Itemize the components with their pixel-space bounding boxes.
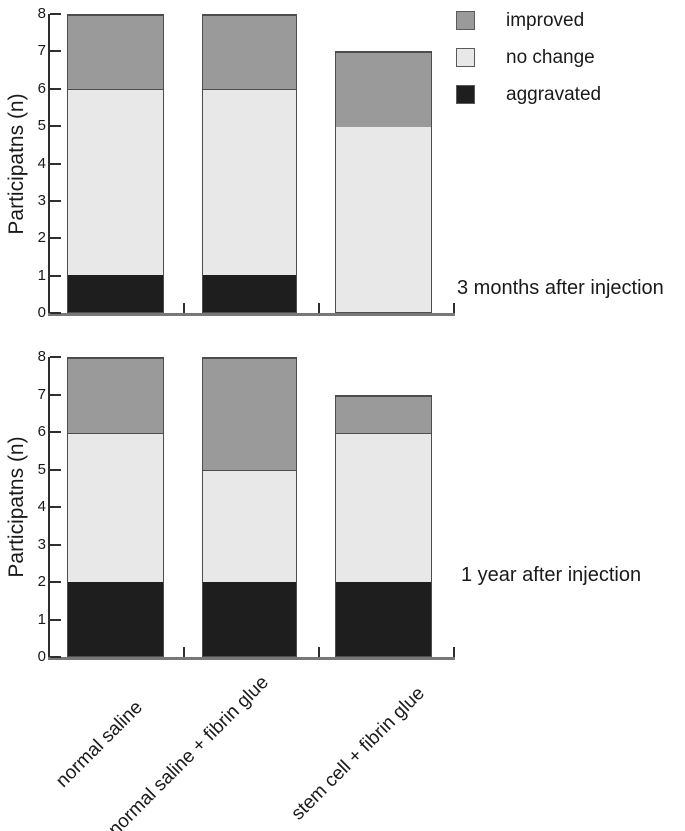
bar-segment-aggravated xyxy=(336,581,431,656)
y-tick-label: 2 xyxy=(37,229,46,247)
y-tick-label: 0 xyxy=(37,304,46,321)
y-tick xyxy=(50,506,61,508)
y-tick xyxy=(50,656,61,658)
panel-annotation-3-months: 3 months after injection xyxy=(457,277,664,299)
y-tick-label: 7 xyxy=(37,42,46,60)
bar-segment-improved xyxy=(336,52,431,127)
y-tick xyxy=(50,393,61,396)
bar-segment-no-change xyxy=(68,432,163,582)
bar-normal-saline xyxy=(67,14,164,313)
bar-segment-no-change xyxy=(68,89,163,275)
bar-segment-improved xyxy=(203,15,296,90)
x-tick xyxy=(453,303,455,313)
legend-label-improved: improved xyxy=(506,9,585,31)
x-tick xyxy=(453,647,455,657)
y-tick-label: 6 xyxy=(37,79,46,97)
x-tick xyxy=(318,303,320,313)
legend-item-aggravated: aggravated xyxy=(456,76,601,113)
bar-segment-improved xyxy=(203,358,296,470)
y-tick-label: 4 xyxy=(37,154,46,172)
y-tick xyxy=(50,162,61,165)
bar-normal-saline xyxy=(67,357,164,657)
y-tick-label: 5 xyxy=(37,460,46,478)
x-tick xyxy=(183,303,185,313)
legend-item-no-change: no change xyxy=(456,39,601,76)
x-category-label-normal-saline: normal saline xyxy=(52,697,147,792)
y-tick xyxy=(50,199,61,202)
legend-swatch-no-change xyxy=(456,48,475,67)
y-tick-label: 1 xyxy=(37,266,46,284)
y-tick-label: 0 xyxy=(37,648,46,665)
bar-segment-aggravated xyxy=(68,581,163,656)
legend-swatch-aggravated xyxy=(456,85,475,104)
bar-stem-cell-fibrin-glue xyxy=(335,394,432,657)
bar-segment-aggravated xyxy=(68,274,163,312)
x-tick xyxy=(318,647,320,657)
y-tick xyxy=(50,87,61,90)
bar-segment-improved xyxy=(68,358,163,433)
bar-segment-no-change xyxy=(203,89,296,275)
bar-normal-saline-fibrin-glue xyxy=(202,14,297,313)
y-tick-label: 8 xyxy=(37,348,46,365)
y-tick xyxy=(50,125,61,128)
y-tick-label: 1 xyxy=(37,610,46,628)
y-tick xyxy=(50,543,61,546)
y-tick xyxy=(50,581,61,583)
bar-segment-no-change xyxy=(336,126,431,312)
y-tick xyxy=(50,13,61,15)
y-tick xyxy=(50,618,61,621)
y-tick-label: 4 xyxy=(37,498,46,515)
y-tick xyxy=(50,312,61,314)
legend-label-no-change: no change xyxy=(506,46,595,68)
y-tick xyxy=(50,237,61,240)
panel-annotation-1-year: 1 year after injection xyxy=(461,564,642,586)
y-tick-label: 2 xyxy=(37,573,46,590)
bar-segment-aggravated xyxy=(203,274,296,312)
y-tick xyxy=(50,274,61,277)
y-tick-label: 3 xyxy=(37,535,46,553)
y-tick xyxy=(50,431,61,433)
y-tick-label: 8 xyxy=(37,5,46,22)
y-tick xyxy=(50,468,61,471)
x-category-label-normal-saline-fibrin-glue: normal saline + fibrin glue xyxy=(104,672,273,831)
x-tick xyxy=(183,647,185,657)
x-axis xyxy=(48,313,455,316)
x-axis xyxy=(48,657,455,660)
legend-label-aggravated: aggravated xyxy=(506,83,602,105)
bar-segment-no-change xyxy=(203,469,296,582)
y-axis xyxy=(48,14,50,313)
y-tick xyxy=(50,356,61,358)
legend-item-improved: improved xyxy=(456,2,601,39)
bar-normal-saline-fibrin-glue xyxy=(202,357,297,657)
y-tick-label: 5 xyxy=(37,117,46,135)
x-category-label-stem-cell-fibrin-glue: stem cell + fibrin glue xyxy=(287,683,429,825)
y-tick-label: 7 xyxy=(37,385,46,403)
legend: improved no change aggravated xyxy=(456,2,601,113)
bar-segment-improved xyxy=(336,395,431,433)
legend-swatch-improved xyxy=(456,11,475,30)
y-axis xyxy=(48,357,50,657)
bar-stem-cell-fibrin-glue xyxy=(335,51,432,313)
bar-segment-aggravated xyxy=(203,581,296,656)
bar-segment-no-change xyxy=(336,432,431,582)
y-tick-label: 3 xyxy=(37,191,46,209)
y-tick-label: 6 xyxy=(37,423,46,440)
bar-segment-improved xyxy=(68,15,163,90)
y-tick xyxy=(50,50,61,53)
